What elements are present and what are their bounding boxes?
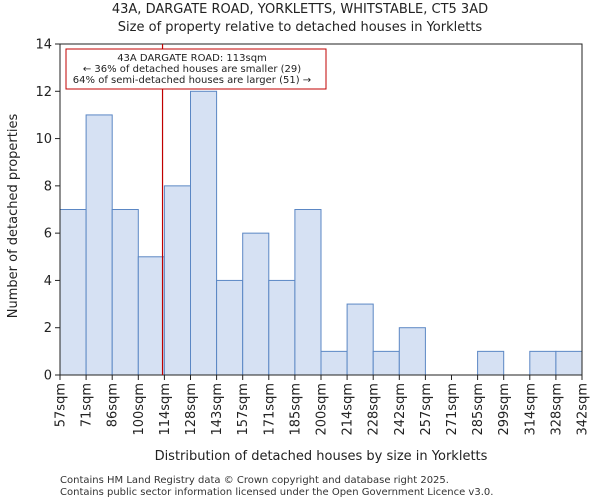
bar-200sqm — [320, 350, 348, 376]
x-tick-label: 100sqm — [132, 383, 147, 436]
bar-57sqm — [59, 209, 87, 376]
bar-86sqm — [111, 209, 139, 376]
y-tick-label: 6 — [44, 227, 52, 242]
bar-143sqm — [216, 279, 244, 376]
chart-title-line2: Size of property relative to detached ho… — [118, 20, 483, 35]
x-tick-label: 71sqm — [80, 383, 95, 427]
y-tick-label: 14 — [35, 38, 52, 53]
x-tick-label: 342sqm — [576, 383, 591, 436]
x-tick-label: 143sqm — [210, 383, 225, 436]
footer-line2: Contains public sector information licen… — [60, 487, 493, 498]
y-ticks: 0 2 4 6 8 10 12 14 — [35, 38, 60, 384]
x-tick-label: 214sqm — [341, 383, 356, 436]
y-tick-label: 4 — [44, 274, 52, 289]
x-ticks: 57sqm 71sqm 86sqm 100sqm 114sqm 128sqm 143sqm 1… — [54, 375, 591, 436]
x-tick-label: 171sqm — [262, 383, 277, 436]
plot-frame — [59, 43, 583, 376]
x-tick-label: 285sqm — [471, 383, 486, 436]
bar-314sqm — [529, 350, 557, 376]
bar-214sqm — [346, 303, 374, 376]
bar-157sqm — [242, 232, 270, 376]
bar-285sqm — [477, 350, 505, 376]
bar-328sqm — [555, 350, 583, 376]
x-axis-label: Distribution of detached houses by size … — [155, 449, 488, 464]
y-tick-label: 8 — [44, 179, 52, 194]
bar-71sqm — [85, 114, 113, 376]
y-tick-label: 12 — [35, 85, 52, 100]
x-tick-label: 157sqm — [236, 383, 251, 436]
x-tick-label: 228sqm — [367, 383, 382, 436]
annotation-line3: 64% of semi-detached houses are larger (… — [73, 75, 311, 86]
bar-100sqm — [137, 256, 165, 376]
bars-layer — [59, 90, 583, 376]
x-tick-label: 86sqm — [106, 383, 121, 427]
y-tick-label: 2 — [44, 321, 52, 336]
chart-title-line1: 43A, DARGATE ROAD, YORKLETTS, WHITSTABLE… — [112, 2, 488, 17]
x-tick-label: 128sqm — [184, 383, 199, 436]
annotation-line2: ← 36% of detached houses are smaller (29… — [83, 64, 301, 75]
x-tick-label: 114sqm — [158, 383, 173, 436]
y-tick-label: 10 — [35, 132, 52, 147]
bar-171sqm — [268, 279, 296, 376]
bar-114sqm — [163, 185, 191, 376]
x-tick-label: 242sqm — [393, 383, 408, 436]
bar-185sqm — [294, 209, 322, 376]
annotation-line1: 43A DARGATE ROAD: 113sqm — [117, 53, 267, 64]
x-tick-label: 257sqm — [419, 383, 434, 436]
x-tick-label: 328sqm — [549, 383, 564, 436]
bar-242sqm — [398, 327, 426, 376]
y-tick-label: 0 — [44, 369, 52, 384]
x-tick-label: 314sqm — [523, 383, 538, 436]
x-tick-label: 185sqm — [288, 383, 303, 436]
annotation-box — [65, 48, 327, 90]
x-tick-label: 271sqm — [445, 383, 460, 436]
footer-line1: Contains HM Land Registry data © Crown c… — [60, 475, 449, 486]
x-tick-label: 299sqm — [497, 383, 512, 436]
y-axis-label: Number of detached properties — [6, 114, 21, 319]
x-tick-label: 57sqm — [54, 383, 69, 427]
bar-128sqm — [190, 90, 218, 376]
x-tick-label: 200sqm — [315, 383, 330, 436]
bar-228sqm — [372, 350, 400, 376]
